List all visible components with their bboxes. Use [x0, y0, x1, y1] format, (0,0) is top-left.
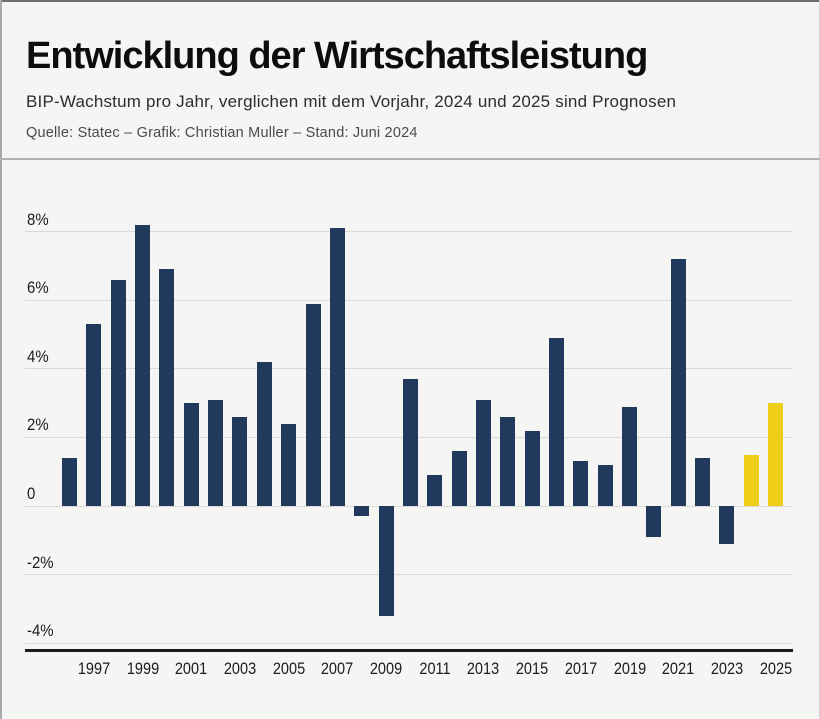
y-tick-label-6: 6%	[27, 278, 49, 298]
y-tick-label--4: -4%	[27, 621, 54, 641]
x-tick-label-1997: 1997	[77, 660, 110, 678]
bar-2014	[500, 416, 516, 506]
bar-2021	[670, 259, 686, 506]
x-tick-label-2025: 2025	[759, 660, 792, 678]
bar-1998	[110, 279, 126, 506]
bar-2023	[719, 506, 735, 544]
bar-2016	[549, 337, 564, 506]
bar-2024	[743, 454, 759, 506]
bar-2022	[695, 457, 711, 506]
x-tick-label-2001: 2001	[175, 660, 208, 678]
bar-1996	[62, 457, 77, 506]
bar-2005	[281, 423, 297, 506]
x-tick-label-2005: 2005	[272, 660, 305, 678]
page-title: Entwicklung der Wirtschaftsleistung	[26, 35, 648, 77]
bar-2012	[451, 451, 467, 506]
bar-2020	[646, 506, 662, 537]
y-tick-label-4: 4%	[27, 346, 49, 366]
gridline-0	[25, 505, 793, 507]
bar-2009	[378, 506, 394, 616]
bar-2006	[305, 303, 321, 506]
bar-2013	[475, 399, 491, 506]
x-tick-label-2023: 2023	[710, 660, 744, 678]
bar-2011	[427, 475, 443, 506]
x-tick-label-2003: 2003	[223, 660, 257, 678]
gridline--4	[25, 642, 793, 644]
source-credit: Quelle: Statec – Grafik: Christian Mulle…	[26, 125, 418, 141]
bar-2004	[256, 361, 272, 506]
bar-2000	[159, 269, 175, 506]
gridline-4	[25, 368, 793, 370]
y-tick-label-2: 2%	[27, 415, 49, 435]
bar-2018	[597, 464, 613, 506]
x-tick-label-2013: 2013	[467, 660, 500, 678]
header-divider	[0, 158, 820, 160]
bar-2015	[524, 430, 540, 506]
x-tick-label-2021: 2021	[662, 660, 695, 678]
bar-1997	[86, 324, 102, 506]
x-tick-label-2017: 2017	[564, 660, 597, 678]
y-tick-label--2: -2%	[27, 552, 54, 572]
x-tick-label-2019: 2019	[613, 660, 646, 678]
top-border	[0, 0, 820, 2]
x-tick-label-2009: 2009	[369, 660, 403, 678]
bar-2019	[622, 406, 638, 506]
gridline-6	[25, 299, 793, 301]
bar-2001	[183, 403, 199, 506]
x-axis-line	[25, 649, 793, 652]
y-tick-label-0: 0	[27, 484, 36, 503]
bar-2010	[402, 379, 418, 506]
x-tick-label-2015: 2015	[515, 660, 549, 678]
bar-2007	[329, 228, 345, 506]
gridline-8	[25, 231, 793, 233]
x-tick-label-2011: 2011	[419, 660, 451, 678]
x-tick-label-2007: 2007	[321, 660, 354, 678]
bar-2008	[354, 506, 370, 517]
bar-1999	[135, 224, 151, 506]
gridline--2	[25, 574, 793, 576]
x-tick-label-1999: 1999	[126, 660, 159, 678]
chart-subtitle: BIP-Wachstum pro Jahr, verglichen mit de…	[26, 92, 677, 111]
bar-2003	[232, 416, 248, 506]
y-tick-label-8: 8%	[27, 209, 49, 229]
bar-2025	[768, 403, 784, 506]
bar-2002	[208, 399, 224, 506]
bar-2017	[573, 461, 589, 506]
left-border	[0, 0, 2, 719]
